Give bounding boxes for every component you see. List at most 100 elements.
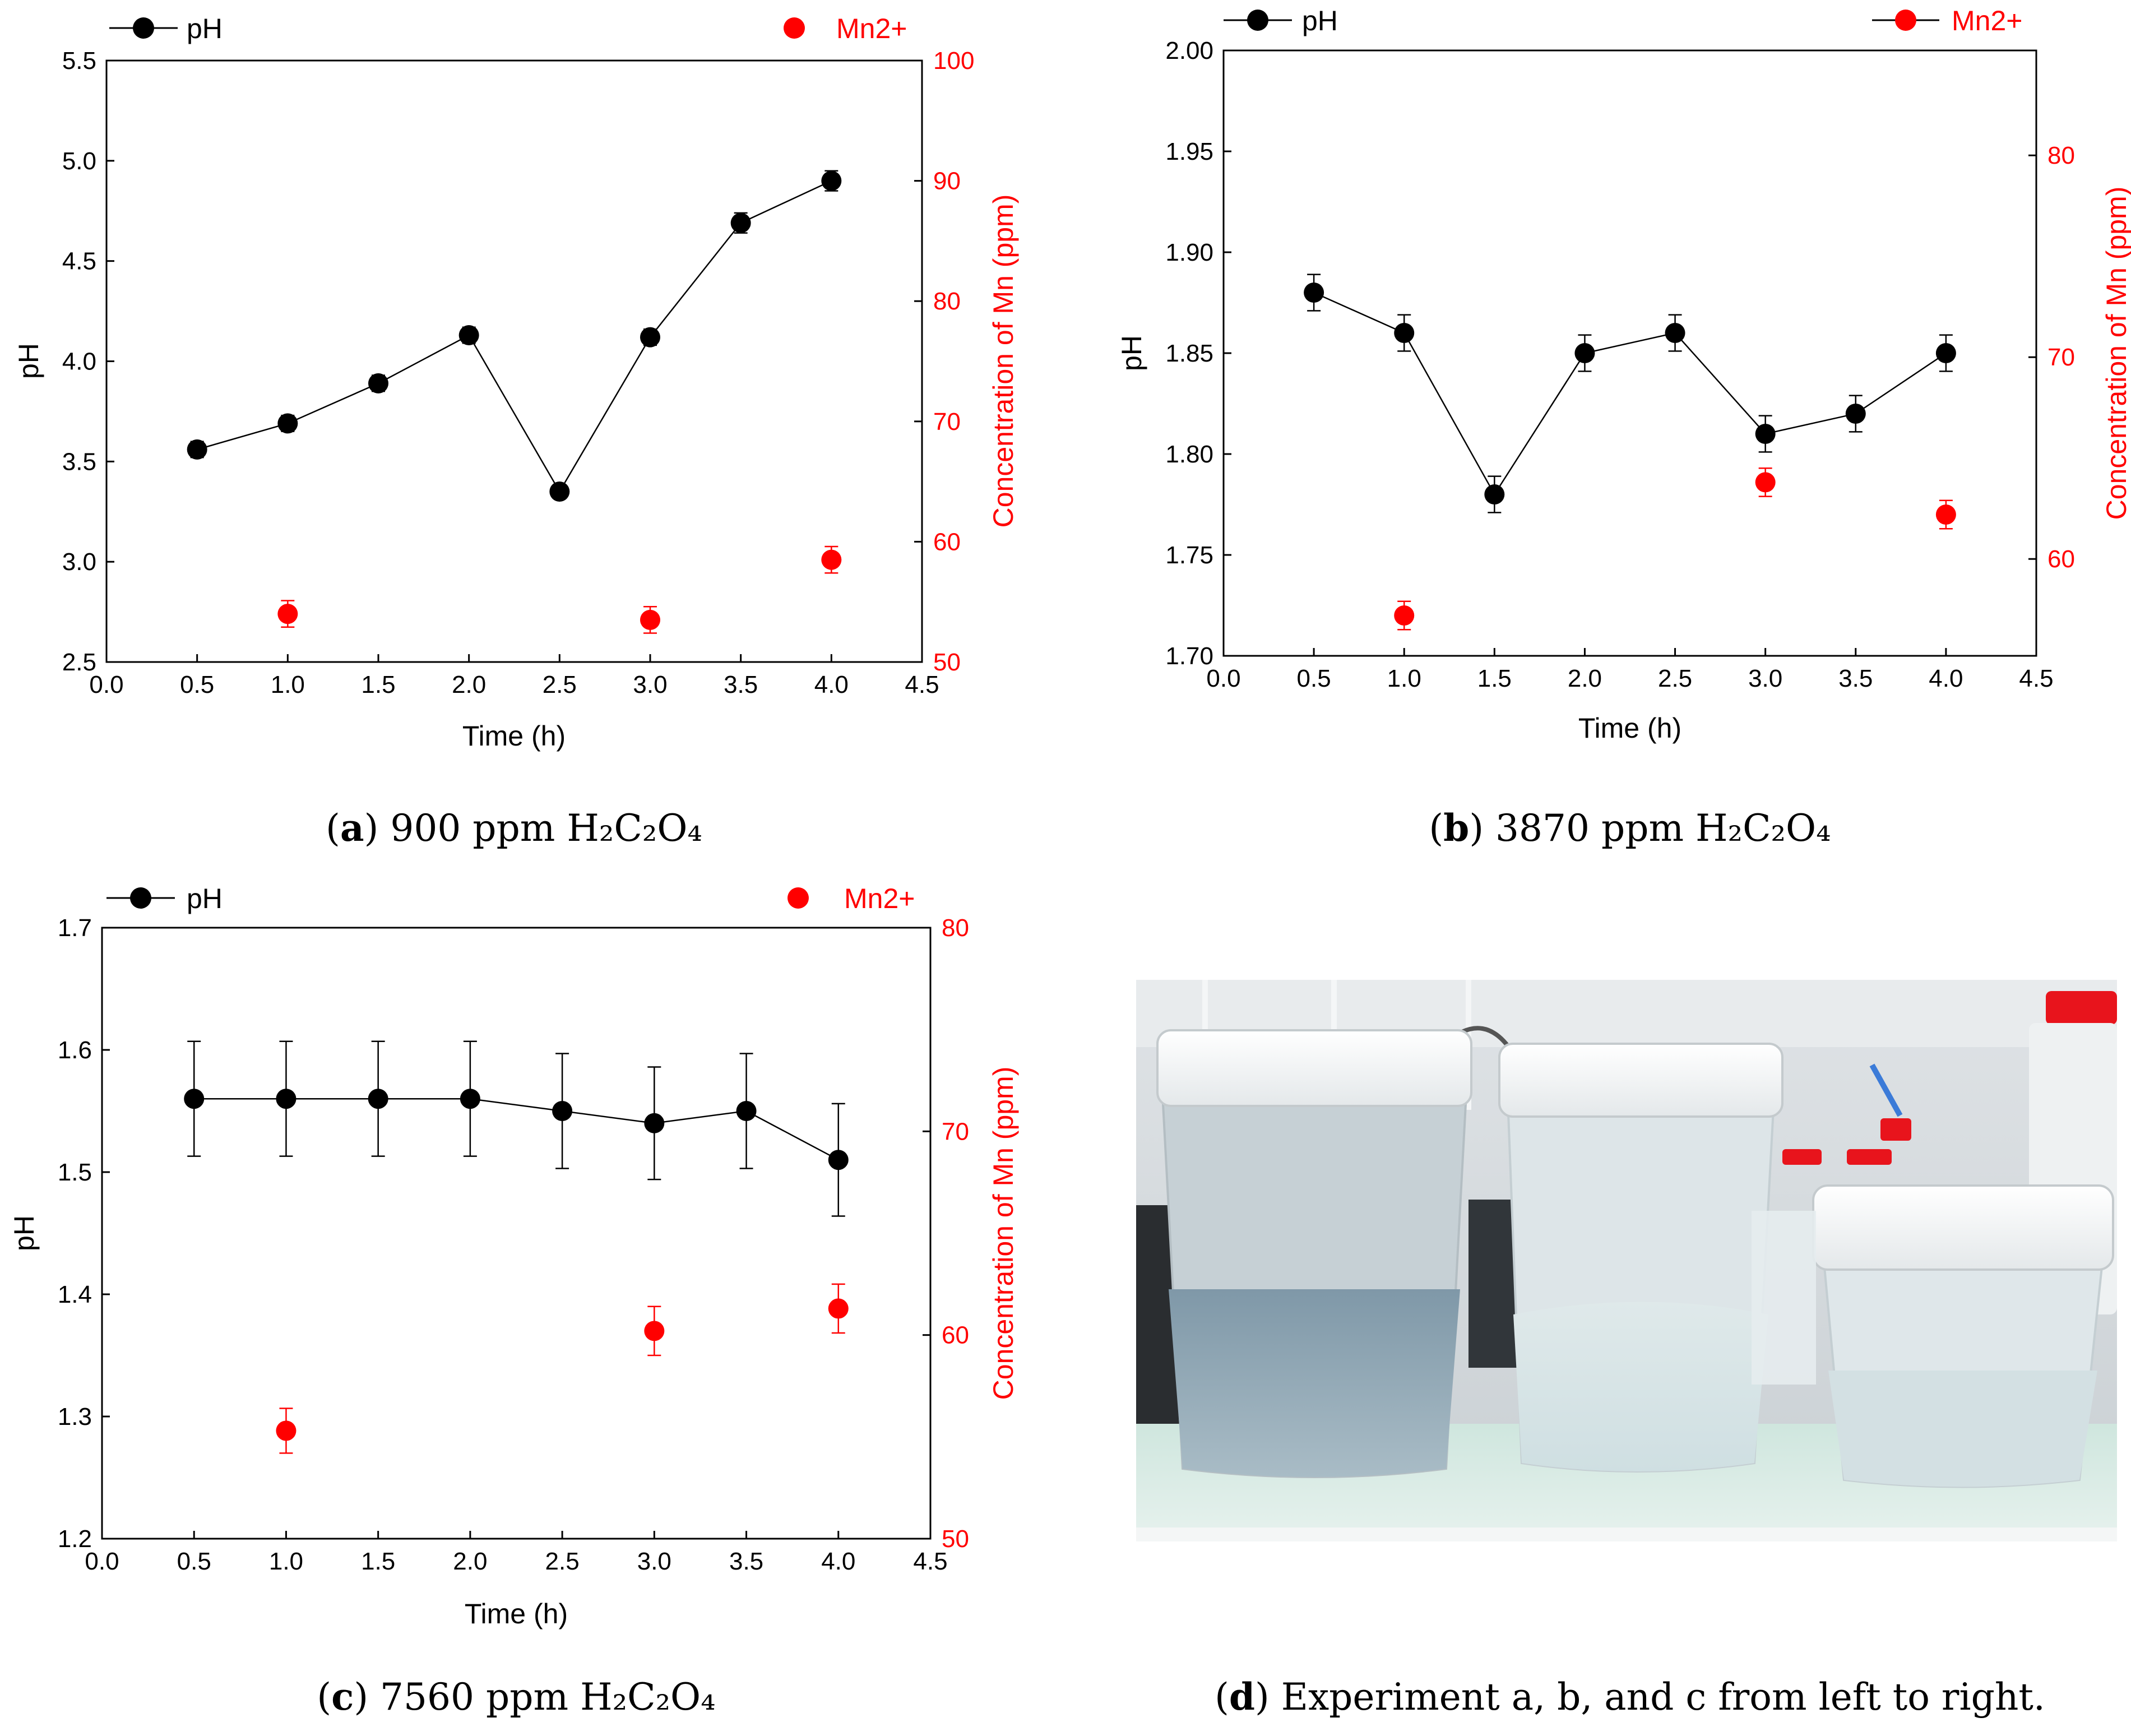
x-tick-label: 4.5 — [905, 671, 939, 698]
ph-point — [1845, 404, 1866, 424]
caption-text: 900 ppm H₂C₂O₄ — [378, 807, 702, 850]
y2-axis-title: Concentration of Mn (ppm) — [988, 1067, 1019, 1400]
chart-panel-c: 0.0 0.5 1.0 1.5 2.0 2.5 3.0 3.5 4.0 4.5 1.2 1.3 1.4… — [8, 883, 1019, 1719]
y-axis-title: pH — [8, 1215, 40, 1251]
y-tick-label: 2.00 — [1165, 37, 1213, 64]
y-tick-label: 3.0 — [62, 548, 96, 576]
caption-letter: b — [1443, 806, 1469, 850]
plot-frame — [101, 927, 932, 1540]
legend-mn-label: Mn2+ — [844, 883, 915, 914]
mn-series — [1394, 467, 1956, 631]
ph-point — [276, 1089, 297, 1109]
ph-point — [1484, 484, 1505, 504]
mn-point — [276, 1420, 297, 1441]
x-tick-label: 1.5 — [361, 1548, 395, 1575]
y-tick-label: 4.5 — [62, 248, 96, 275]
x-ticks: 0.0 0.5 1.0 1.5 2.0 2.5 3.0 3.5 4.0 4.5 — [1206, 648, 2054, 692]
legend-mn-marker — [787, 887, 809, 909]
x-tick-label: 3.0 — [637, 1548, 671, 1575]
x-tick-label: 2.0 — [453, 1548, 487, 1575]
x-tick-label: 1.0 — [269, 1548, 303, 1575]
y-ticks: 1.2 1.3 1.4 1.5 1.6 1.7 — [58, 914, 110, 1553]
ph-point — [828, 1150, 849, 1170]
x-tick-label: 2.0 — [452, 671, 486, 698]
mn-point — [1755, 472, 1776, 493]
y2-tick-label: 60 — [2047, 545, 2075, 573]
y-tick-label: 1.2 — [58, 1525, 92, 1553]
y-tick-label: 5.5 — [62, 47, 96, 75]
y-tick-label: 1.90 — [1165, 239, 1213, 266]
legend: pH Mn2+ — [109, 13, 907, 44]
mn-point — [1394, 605, 1415, 626]
y-tick-label: 5.0 — [62, 147, 96, 175]
y-tick-label: 1.80 — [1165, 441, 1213, 468]
mn-point — [644, 1321, 665, 1341]
legend: pH Mn2+ — [106, 883, 915, 914]
y-tick-label: 1.95 — [1165, 138, 1213, 165]
caption: (b) 3870 ppm H₂C₂O₄ — [1429, 806, 1831, 850]
y2-tick-label: 90 — [933, 168, 961, 195]
y-axis-title: pH — [13, 343, 44, 379]
caption-letter: c — [331, 1675, 354, 1719]
photo-panel-d: (d) Experiment a, b, and c from left to … — [1136, 980, 2117, 1719]
y2-tick-label: 70 — [942, 1118, 969, 1145]
y-tick-label: 1.3 — [58, 1403, 92, 1431]
y2-axis-title: Concentration of Mn (ppm) — [988, 195, 1019, 528]
ph-point — [640, 327, 660, 348]
x-tick-label: 4.0 — [821, 1548, 855, 1575]
ph-point — [460, 1089, 480, 1109]
mn-series — [276, 1283, 849, 1454]
plot-frame — [105, 59, 923, 663]
y-tick-label: 3.5 — [62, 448, 96, 475]
legend-ph-marker — [130, 887, 151, 909]
x-tick-label: 4.5 — [2019, 665, 2053, 692]
caption: (c) 7560 ppm H₂C₂O₄ — [317, 1675, 715, 1719]
x-tick-label: 4.0 — [1929, 665, 1963, 692]
ph-point — [1665, 323, 1685, 343]
ph-point — [1394, 323, 1415, 343]
x-tick-label: 1.5 — [1477, 665, 1512, 692]
x-tick-label: 0.0 — [1206, 665, 1240, 692]
ph-point — [187, 439, 207, 460]
x-tick-label: 3.5 — [724, 671, 758, 698]
caption-text: 7560 ppm H₂C₂O₄ — [368, 1675, 716, 1719]
x-tick-label: 0.5 — [177, 1548, 211, 1575]
ph-point — [644, 1113, 665, 1133]
x-tick-label: 3.5 — [729, 1548, 763, 1575]
legend-mn-label: Mn2+ — [1952, 5, 2022, 36]
chart-panel-b: 0.0 0.5 1.0 1.5 2.0 2.5 3.0 3.5 4.0 4.5 1.701.751… — [1116, 5, 2131, 850]
legend-ph-label: pH — [1302, 5, 1338, 36]
legend-mn-marker — [1895, 10, 1916, 31]
caption: (d) Experiment a, b, and c from left to … — [1215, 1675, 2045, 1719]
x-ticks: 0.0 0.5 1.0 1.5 2.0 2.5 3.0 3.5 4.0 4.5 — [85, 1531, 948, 1575]
x-axis-title: Time (h) — [462, 720, 566, 752]
ph-point — [821, 170, 842, 191]
y-tick-label: 1.4 — [58, 1281, 92, 1308]
y-tick-label: 1.6 — [58, 1036, 92, 1064]
y2-tick-label: 80 — [2047, 142, 2075, 169]
x-tick-label: 0.5 — [1297, 665, 1331, 692]
caption-text: 3870 ppm H₂C₂O₄ — [1484, 807, 1831, 850]
x-tick-label: 4.5 — [913, 1548, 947, 1575]
x-tick-label: 0.5 — [180, 671, 214, 698]
mn-point — [828, 1298, 849, 1319]
legend-mn-label: Mn2+ — [836, 13, 907, 44]
ph-point — [552, 1101, 573, 1121]
ph-point — [736, 1101, 757, 1121]
x-tick-label: 0.0 — [89, 671, 123, 698]
legend: pH Mn2+ — [1224, 5, 2022, 36]
y-tick-label: 4.0 — [62, 348, 96, 376]
caption-letter: a — [340, 806, 364, 850]
y2-tick-label: 70 — [933, 408, 961, 436]
mn-point — [821, 549, 842, 570]
caption-letter: d — [1229, 1675, 1255, 1719]
y-tick-label: 2.5 — [62, 649, 96, 676]
ph-point — [549, 481, 570, 502]
ph-point — [458, 325, 479, 346]
ph-series — [1304, 274, 1956, 513]
caption: (a) 900 ppm H₂C₂O₄ — [326, 806, 702, 850]
lab-photo — [1136, 980, 2117, 1541]
ph-point — [368, 1089, 388, 1109]
y-ticks: 2.5 3.0 3.5 4.0 4.5 5.0 5.5 — [62, 47, 114, 676]
